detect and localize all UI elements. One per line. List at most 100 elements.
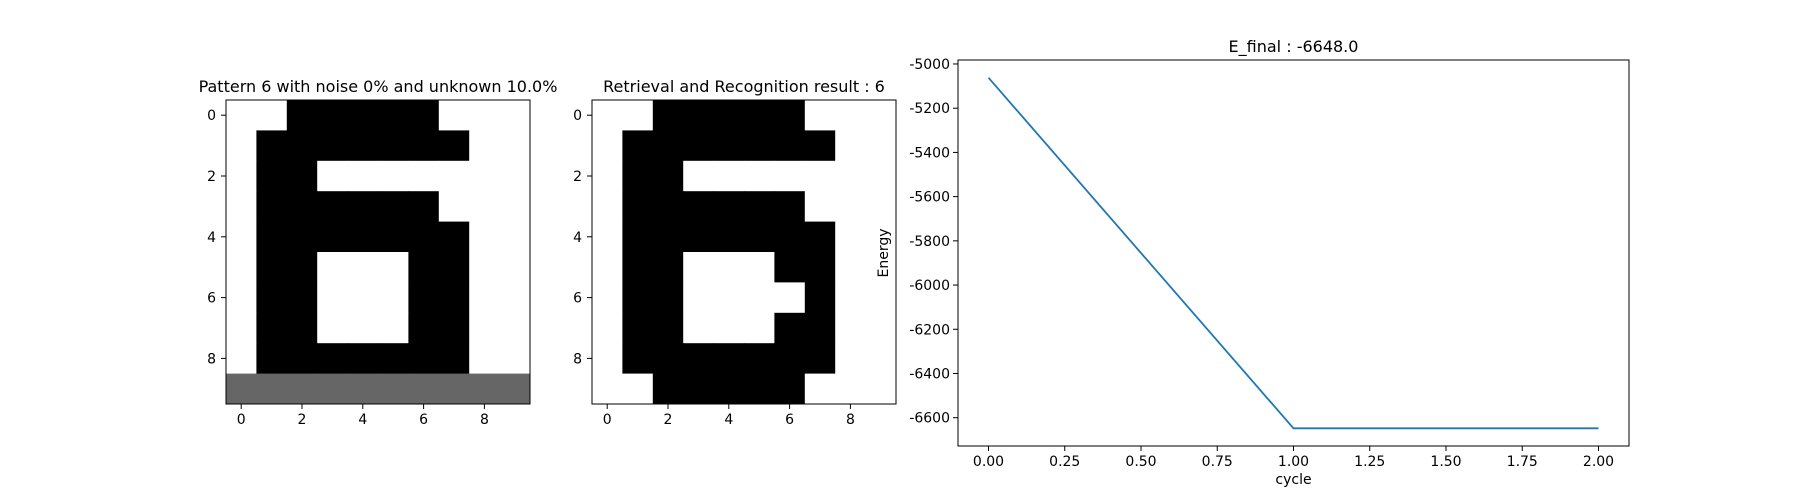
pixel-cell bbox=[408, 312, 440, 344]
x-tick-label: 1.50 bbox=[1430, 454, 1461, 470]
pixel-cell bbox=[744, 160, 775, 192]
pixel-cell bbox=[317, 160, 349, 192]
pixel-cell bbox=[286, 312, 318, 344]
pixel-cell bbox=[804, 160, 836, 192]
pattern-panel: Pattern 6 with noise 0% and unknown 10.0… bbox=[199, 77, 558, 428]
pixel-cell bbox=[347, 343, 379, 375]
pixel-cell bbox=[408, 343, 440, 375]
y-tick-label: 2 bbox=[573, 169, 582, 185]
pixel-cell bbox=[347, 312, 379, 344]
pixel-cell bbox=[652, 221, 684, 253]
pixel-cell bbox=[347, 130, 379, 162]
pixel-cell bbox=[317, 130, 349, 162]
pixel-cell bbox=[835, 343, 867, 375]
pixel-cell bbox=[256, 160, 288, 192]
pixel-cell bbox=[865, 343, 897, 375]
axes-frame bbox=[591, 99, 897, 405]
pixel-cell bbox=[378, 312, 409, 344]
pixel-cell bbox=[713, 282, 745, 314]
pixel-cell bbox=[499, 191, 531, 223]
y-tick-label: -5000 bbox=[909, 57, 950, 73]
pixel-cell bbox=[865, 100, 897, 131]
axes-frame bbox=[957, 59, 1630, 447]
x-tick-label: 6 bbox=[419, 412, 428, 428]
pixel-cell bbox=[438, 282, 470, 314]
pixel-cell bbox=[286, 343, 318, 375]
pixel-cell bbox=[592, 252, 623, 283]
x-tick-label: 6 bbox=[785, 412, 794, 428]
pixel-cell bbox=[835, 191, 867, 223]
y-axis-label: Energy bbox=[876, 228, 892, 277]
pixel-cell bbox=[622, 191, 654, 223]
pixel-cell bbox=[774, 100, 806, 131]
pixel-cell bbox=[592, 160, 623, 192]
pixel-cell bbox=[865, 282, 897, 314]
pixel-cell bbox=[347, 252, 379, 283]
pixel-cell bbox=[683, 160, 715, 192]
pixel-cell bbox=[408, 191, 440, 223]
pixel-cell bbox=[865, 160, 897, 192]
pixel-cell bbox=[469, 312, 501, 344]
pixel-cell bbox=[683, 130, 715, 162]
pixel-cell bbox=[835, 252, 867, 283]
y-tick-label: -6600 bbox=[909, 411, 950, 427]
y-tick-label: 4 bbox=[573, 230, 582, 246]
pixel-cell bbox=[226, 373, 257, 405]
pixel-cell bbox=[622, 343, 654, 375]
x-tick-label: 0 bbox=[603, 412, 612, 428]
pixel-cell bbox=[713, 221, 745, 253]
pixel-cell bbox=[713, 160, 745, 192]
pixel-cell bbox=[804, 130, 836, 162]
pixel-cell bbox=[683, 221, 715, 253]
pixel-cell bbox=[408, 100, 440, 131]
x-tick-label: 1.25 bbox=[1354, 454, 1385, 470]
pixel-cell bbox=[378, 282, 409, 314]
pixel-cell bbox=[622, 160, 654, 192]
pixel-cell bbox=[865, 191, 897, 223]
pixel-cell bbox=[347, 282, 379, 314]
pixel-cell bbox=[378, 343, 409, 375]
pixel-cell bbox=[499, 373, 531, 405]
pixel-cell bbox=[804, 252, 836, 283]
pixel-cell bbox=[835, 160, 867, 192]
pixel-cell bbox=[469, 221, 501, 253]
pixel-cell bbox=[865, 252, 897, 283]
pixel-cell bbox=[256, 373, 288, 405]
pixel-cell bbox=[226, 160, 257, 192]
pixel-cell bbox=[683, 343, 715, 375]
pixel-cell bbox=[317, 100, 349, 131]
pixel-cell bbox=[592, 221, 623, 253]
pixel-cell bbox=[347, 160, 379, 192]
pixel-cell bbox=[804, 373, 836, 405]
pixel-cell bbox=[286, 282, 318, 314]
pixel-cell bbox=[256, 252, 288, 283]
x-tick-label: 1.00 bbox=[1278, 454, 1309, 470]
pixel-cell bbox=[438, 252, 470, 283]
x-tick-label: 2 bbox=[664, 412, 673, 428]
pixel-cell bbox=[347, 373, 379, 405]
pixel-cell bbox=[744, 312, 775, 344]
y-tick-label: 6 bbox=[573, 291, 582, 307]
pixel-cell bbox=[744, 130, 775, 162]
pixel-cell bbox=[592, 130, 623, 162]
pixel-cell bbox=[256, 282, 288, 314]
pixel-cell bbox=[713, 191, 745, 223]
pixel-cell bbox=[469, 191, 501, 223]
y-tick-label: -5200 bbox=[909, 101, 950, 117]
pixel-cell bbox=[652, 160, 684, 192]
pixel-cell bbox=[774, 312, 806, 344]
pixel-cell bbox=[317, 252, 349, 283]
pixel-cell bbox=[683, 312, 715, 344]
pixel-cell bbox=[774, 343, 806, 375]
pixel-cell bbox=[438, 221, 470, 253]
pixel-cell bbox=[835, 282, 867, 314]
pixel-cell bbox=[622, 282, 654, 314]
pixel-cell bbox=[226, 130, 257, 162]
pixel-cell bbox=[774, 221, 806, 253]
pixel-cell bbox=[835, 312, 867, 344]
pixel-cell bbox=[683, 191, 715, 223]
pixel-cell bbox=[592, 343, 623, 375]
pixel-cell bbox=[835, 221, 867, 253]
pixel-cell bbox=[469, 373, 501, 405]
energy-line bbox=[987, 77, 1599, 430]
